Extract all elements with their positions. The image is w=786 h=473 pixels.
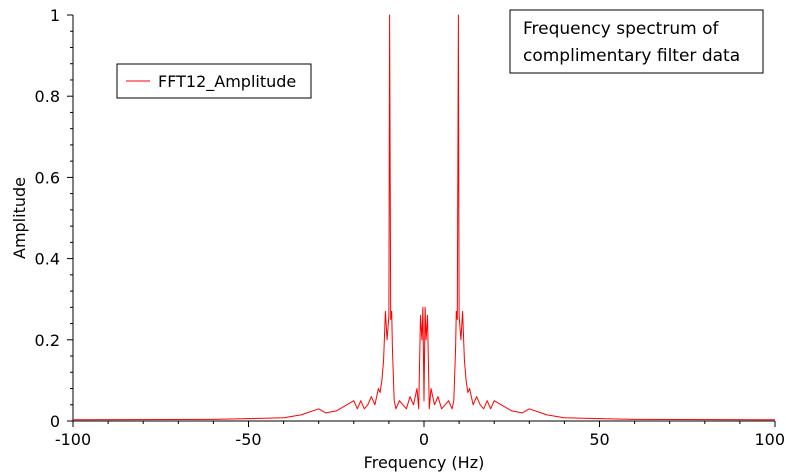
series-layer — [72, 14, 776, 421]
x-tick-label: -100 — [55, 430, 91, 449]
title-box-frame — [509, 9, 764, 74]
x-axis-label: Frequency (Hz) — [364, 453, 485, 472]
y-axis-ticks: 0 0.2 0.4 0.6 0.8 1 — [35, 6, 73, 431]
y-tick-label: 0.8 — [35, 87, 60, 106]
legend-label: FFT12_Amplitude — [158, 72, 296, 92]
y-tick-label: 1 — [50, 6, 60, 25]
x-tick-label: -50 — [235, 430, 261, 449]
y-tick-label: 0.4 — [35, 250, 60, 269]
x-tick-label: 100 — [754, 430, 785, 449]
series-line — [72, 14, 776, 421]
legend: FFT12_Amplitude — [116, 63, 312, 99]
x-tick-label: 0 — [419, 430, 429, 449]
x-tick-label: 50 — [589, 430, 609, 449]
y-tick-label: 0 — [50, 412, 60, 431]
y-axis-label: Amplitude — [10, 177, 29, 259]
title-box: Frequency spectrum of complimentary filt… — [509, 9, 764, 74]
y-tick-label: 0.6 — [35, 168, 60, 187]
y-tick-label: 0.2 — [35, 331, 60, 350]
x-axis-ticks: -100 -50 0 50 100 — [55, 421, 785, 449]
chart-title-line-2: complimentary filter data — [523, 46, 740, 66]
chart-title-line-1: Frequency spectrum of — [523, 19, 719, 39]
